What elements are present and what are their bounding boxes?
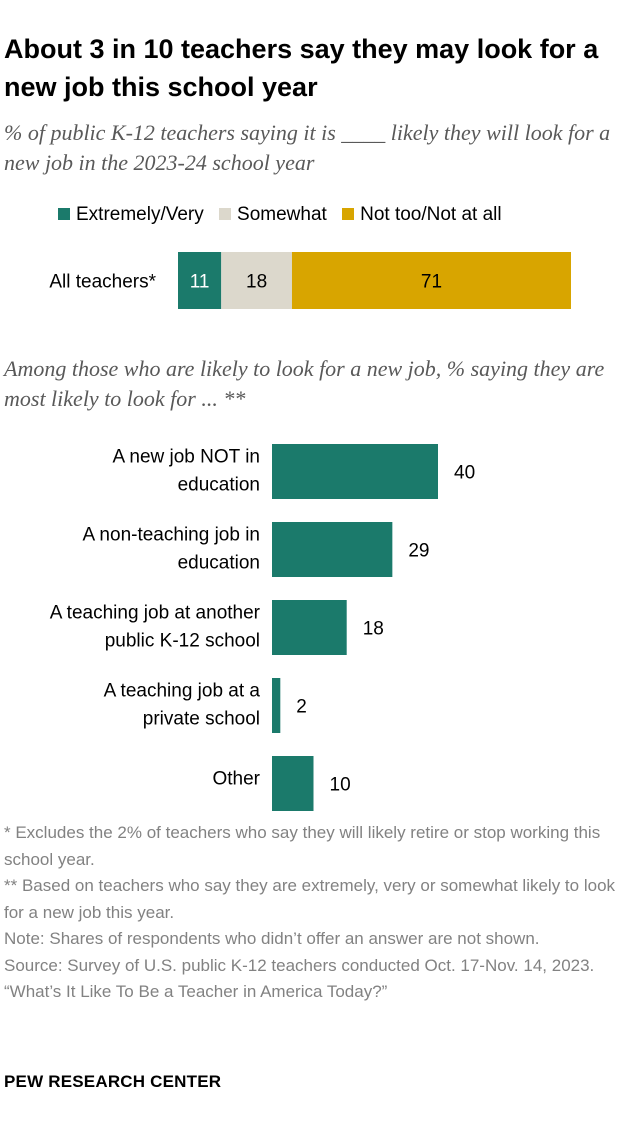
footnote-base: ** Based on teachers who say they are ex… bbox=[4, 873, 616, 926]
segment-value-label: 18 bbox=[246, 272, 267, 293]
legend-item-extremely-very: Extremely/Very bbox=[58, 204, 204, 226]
footnote-source: Source: Survey of U.S. public K-12 teach… bbox=[4, 953, 616, 980]
category-label: A teaching job at another public K-12 sch… bbox=[50, 603, 261, 652]
bar bbox=[272, 522, 392, 577]
category-label: A non-teaching job in education bbox=[83, 525, 260, 574]
legend-swatch bbox=[58, 208, 70, 220]
footnote-note: Note: Shares of respondents who didn’t o… bbox=[4, 926, 616, 953]
segment-value-label: 11 bbox=[190, 272, 210, 293]
legend-label: Extremely/Very bbox=[76, 204, 204, 225]
legend-label: Not too/Not at all bbox=[360, 204, 502, 225]
bar-value-label: 29 bbox=[408, 541, 429, 562]
legend-label: Somewhat bbox=[237, 204, 327, 225]
bar bbox=[272, 756, 314, 811]
footnote-report-title: “What’s It Like To Be a Teacher in Ameri… bbox=[4, 979, 616, 1006]
bar bbox=[272, 678, 280, 733]
stacked-bar-chart: All teachers* 11 18 71 bbox=[0, 250, 620, 312]
footnote-exclusion: * Excludes the 2% of teachers who say th… bbox=[4, 820, 616, 873]
bar-value-label: 18 bbox=[363, 619, 384, 640]
second-chart-title: Among those who are likely to look for a… bbox=[4, 354, 616, 414]
legend-swatch bbox=[219, 208, 231, 220]
horizontal-bar-chart: A new job NOT in education 40 A non-teachin… bbox=[0, 440, 620, 820]
legend-item-not-too: Not too/Not at all bbox=[342, 204, 502, 226]
chart-subtitle: % of public K-12 teachers saying it is _… bbox=[4, 118, 616, 178]
bar-value-label: 40 bbox=[454, 463, 475, 484]
pew-research-center-logo-text: PEW RESEARCH CENTER bbox=[4, 1072, 221, 1092]
bar-value-label: 10 bbox=[330, 775, 351, 796]
category-label: Other bbox=[212, 769, 260, 790]
bar bbox=[272, 444, 438, 499]
bar-value-label: 2 bbox=[296, 697, 307, 718]
chart-title: About 3 in 10 teachers say they may look… bbox=[4, 30, 614, 106]
footnotes: * Excludes the 2% of teachers who say th… bbox=[4, 820, 616, 1006]
legend: Extremely/Very Somewhat Not too/Not at a… bbox=[58, 204, 512, 228]
segment-value-label: 71 bbox=[421, 272, 442, 293]
bar bbox=[272, 600, 347, 655]
category-label: All teachers* bbox=[49, 272, 156, 293]
category-label: A new job NOT in education bbox=[112, 447, 260, 496]
legend-swatch bbox=[342, 208, 354, 220]
category-label: A teaching job at a private school bbox=[104, 681, 261, 730]
legend-item-somewhat: Somewhat bbox=[219, 204, 327, 226]
